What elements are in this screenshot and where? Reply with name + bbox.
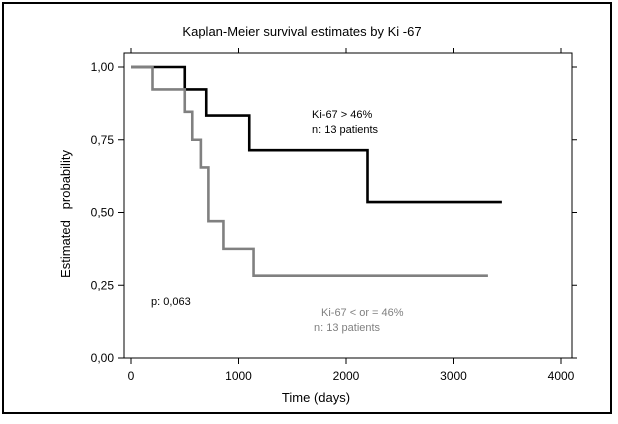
- x-tick-label: 3000: [440, 369, 467, 383]
- annotation-low-n: n: 13 patients: [314, 322, 381, 334]
- annotation-low-group: Ki-67 < or = 46%: [321, 307, 404, 319]
- km-survival-chart: Kaplan-Meier survival estimates by Ki -6…: [58, 24, 577, 405]
- axis-ticks: 0 1000 2000 3000 4000 0,00 0,25 0,50 0,75 1,00: [91, 48, 577, 383]
- chart-title: Kaplan-Meier survival estimates by Ki -6…: [182, 24, 421, 39]
- y-tick-label: 1,00: [91, 60, 115, 74]
- y-tick-label: 0,25: [91, 278, 115, 292]
- series-layer: [131, 65, 502, 277]
- x-tick-label: 0: [128, 369, 135, 383]
- annotation-high-n: n: 13 patients: [312, 124, 379, 136]
- chart-frame: Kaplan-Meier survival estimates by Ki -6…: [2, 2, 612, 414]
- x-tick-label: 1000: [225, 369, 252, 383]
- series-line-low: [131, 65, 488, 277]
- x-tick-label: 4000: [548, 369, 575, 383]
- y-tick-label: 0,75: [91, 133, 115, 147]
- annotation-p-value: p: 0,063: [151, 296, 191, 308]
- y-axis-label: Estimated probability: [58, 150, 73, 278]
- annotation-high-group: Ki-67 > 46%: [312, 109, 372, 121]
- y-tick-label: 0,00: [91, 351, 115, 365]
- plot-area: [123, 52, 573, 359]
- x-tick-label: 2000: [333, 369, 360, 383]
- series-line-high: [131, 65, 502, 204]
- y-tick-label: 0,50: [91, 206, 115, 220]
- x-axis-label: Time (days): [282, 390, 350, 405]
